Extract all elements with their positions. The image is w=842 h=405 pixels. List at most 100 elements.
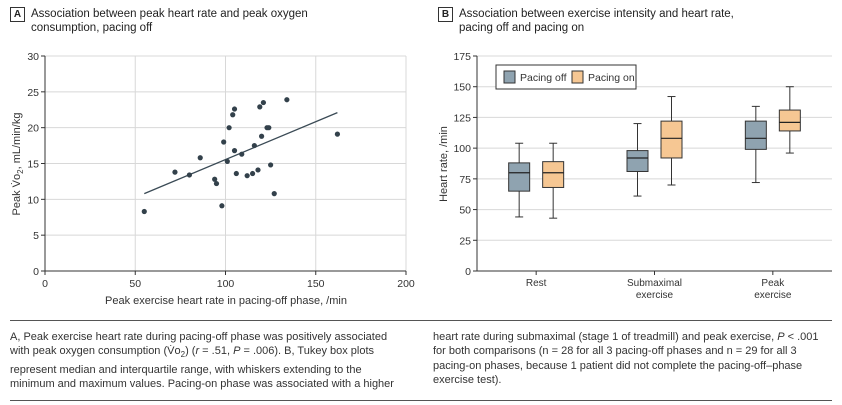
scatter-point [249,170,256,177]
caption-right-line1b: < .001 [784,331,819,343]
box-category-label: Submaximal [627,278,682,289]
legend-label: Pacing on [588,72,635,84]
scatter-y-tick-label: 10 [27,194,39,206]
scatter-point [141,208,147,215]
caption-left-line2d: = .006). B, Tukey box plots [240,345,375,358]
scatter-y-axis-label-sub: 2 [16,169,25,174]
caption-left: A, Peak exercise heart rate during pacin… [10,330,415,391]
legend-box [495,64,637,90]
panel-a-header: A Association between peak heart rate and… [10,7,308,35]
legend-swatch [503,70,516,84]
panel-b-header: B Association between exercise intensity … [438,7,734,35]
scatter-point [251,142,257,149]
caption-top-rule [10,320,832,321]
scatter-point [212,176,218,182]
scatter-y-tick-label: 20 [27,123,39,135]
scatter-point [224,158,230,164]
box-y-tick-label: 75 [459,174,471,186]
box-y-tick-label: 25 [459,235,471,247]
panel-a-letter: A [10,7,25,22]
panel-a-title-line2: consumption, pacing off [31,22,153,34]
scatter-point [259,133,265,139]
scatter-y-tick-label: 30 [27,51,39,63]
scatter-point [233,170,239,177]
scatter-point [266,125,272,131]
caption-left-line2-sub: 2 [180,350,186,360]
box-plot-chart: Heart rate, /min 0 25 50 75 100 125 150 175 Rest… [438,51,832,301]
panel-b-letter: B [438,7,453,22]
box-iqr [542,161,565,188]
scatter-y-tick-label: 15 [27,159,39,171]
scatter-point [186,172,192,178]
scatter-point [284,97,290,103]
panel-b-title-line1: Association between exercise intensity a… [459,8,734,20]
caption-left-line2c: = .51, [199,345,234,358]
scatter-point [230,112,236,118]
box-iqr [508,162,531,192]
panel-a-title-line1: Association between peak heart rate and … [31,8,308,20]
scatter-x-axis-label: Peak exercise heart rate in pacing-off p… [105,295,347,307]
box-category-label: Peak [761,278,785,289]
scatter-y-axis-label-unit: , mL/min/kg [11,113,23,170]
panel-a-title: Association between peak heart rate and … [31,7,308,35]
box-iqr [778,109,801,132]
caption-left-line4: minimum and maximum values. Pacing-on ph… [10,378,394,391]
caption-bottom-rule [10,400,832,401]
scatter-x-tick-label: 200 [397,278,415,290]
scatter-x-tick-label: 100 [217,278,235,290]
scatter-x-tick-label: 150 [307,278,325,290]
scatter-point [231,148,238,154]
box-y-tick-label: 150 [453,82,471,94]
caption-right-line2: for both comparisons (n = 28 for all 3 p… [433,345,797,358]
box-y-tick-label: 100 [453,143,471,155]
scatter-point [255,167,261,173]
scatter-point [260,99,267,106]
caption-right-line3: pacing-on phases, because 1 patient did … [433,359,803,372]
scatter-chart: Peak exercise heart rate in pacing-off p… [10,51,415,307]
scatter-x-tick-label: 50 [129,278,141,290]
scatter-point [213,180,220,187]
box-y-tick-label: 50 [459,205,471,217]
scatter-y-axis-label-main: Peak V̇o [10,174,23,216]
scatter-point [221,139,227,145]
scatter-point [172,169,178,175]
scatter-point [239,151,245,157]
box-iqr [744,120,767,150]
scatter-y-tick-label: 0 [33,266,39,278]
panel-b-title: Association between exercise intensity a… [459,7,734,35]
scatter-point [257,104,263,110]
scatter-point [219,203,225,209]
box-y-tick-label: 175 [453,51,471,63]
legend-swatch [571,70,584,84]
box-y-axis-label: Heart rate, /min [438,126,450,202]
scatter-y-axis-label: Peak V̇o2, mL/min/kg [10,113,25,216]
box-iqr [626,150,649,172]
scatter-point [244,173,250,179]
scatter-point [334,131,341,137]
box-y-tick-label: 125 [453,112,471,124]
caption-left-line3: represent median and interquartile range… [10,363,362,376]
caption-left-line1: A, Peak exercise heart rate during pacin… [10,331,388,343]
box-iqr [660,120,683,159]
scatter-point [197,155,203,161]
scatter-x-tick-label: 0 [42,278,48,290]
caption-right: heart rate during submaximal (stage 1 of… [433,330,833,387]
scatter-point [268,162,274,168]
caption-left-line2b: ) ( [185,345,196,358]
box-category-label-line2: exercise [754,290,792,301]
scatter-y-tick-label: 5 [33,230,39,242]
scatter-point [271,191,277,197]
box-category-label: Rest [526,278,547,289]
caption-right-line1-p: P [777,331,785,343]
caption-right-line4: exercise test). [433,373,502,386]
scatter-point [226,125,232,131]
caption-right-line1a: heart rate during submaximal (stage 1 of… [433,331,778,343]
box-category-label-line2: exercise [636,290,674,301]
caption-left-line2-p: P [233,345,241,358]
scatter-y-tick-label: 25 [27,87,39,99]
panel-b-title-line2: pacing off and pacing on [459,22,585,34]
box-y-tick-label: 0 [465,266,471,278]
caption-left-line2-r: r [195,345,200,358]
caption-left-line2a: with peak oxygen consumption (V̇o [10,345,181,358]
legend-label: Pacing off [520,72,567,84]
